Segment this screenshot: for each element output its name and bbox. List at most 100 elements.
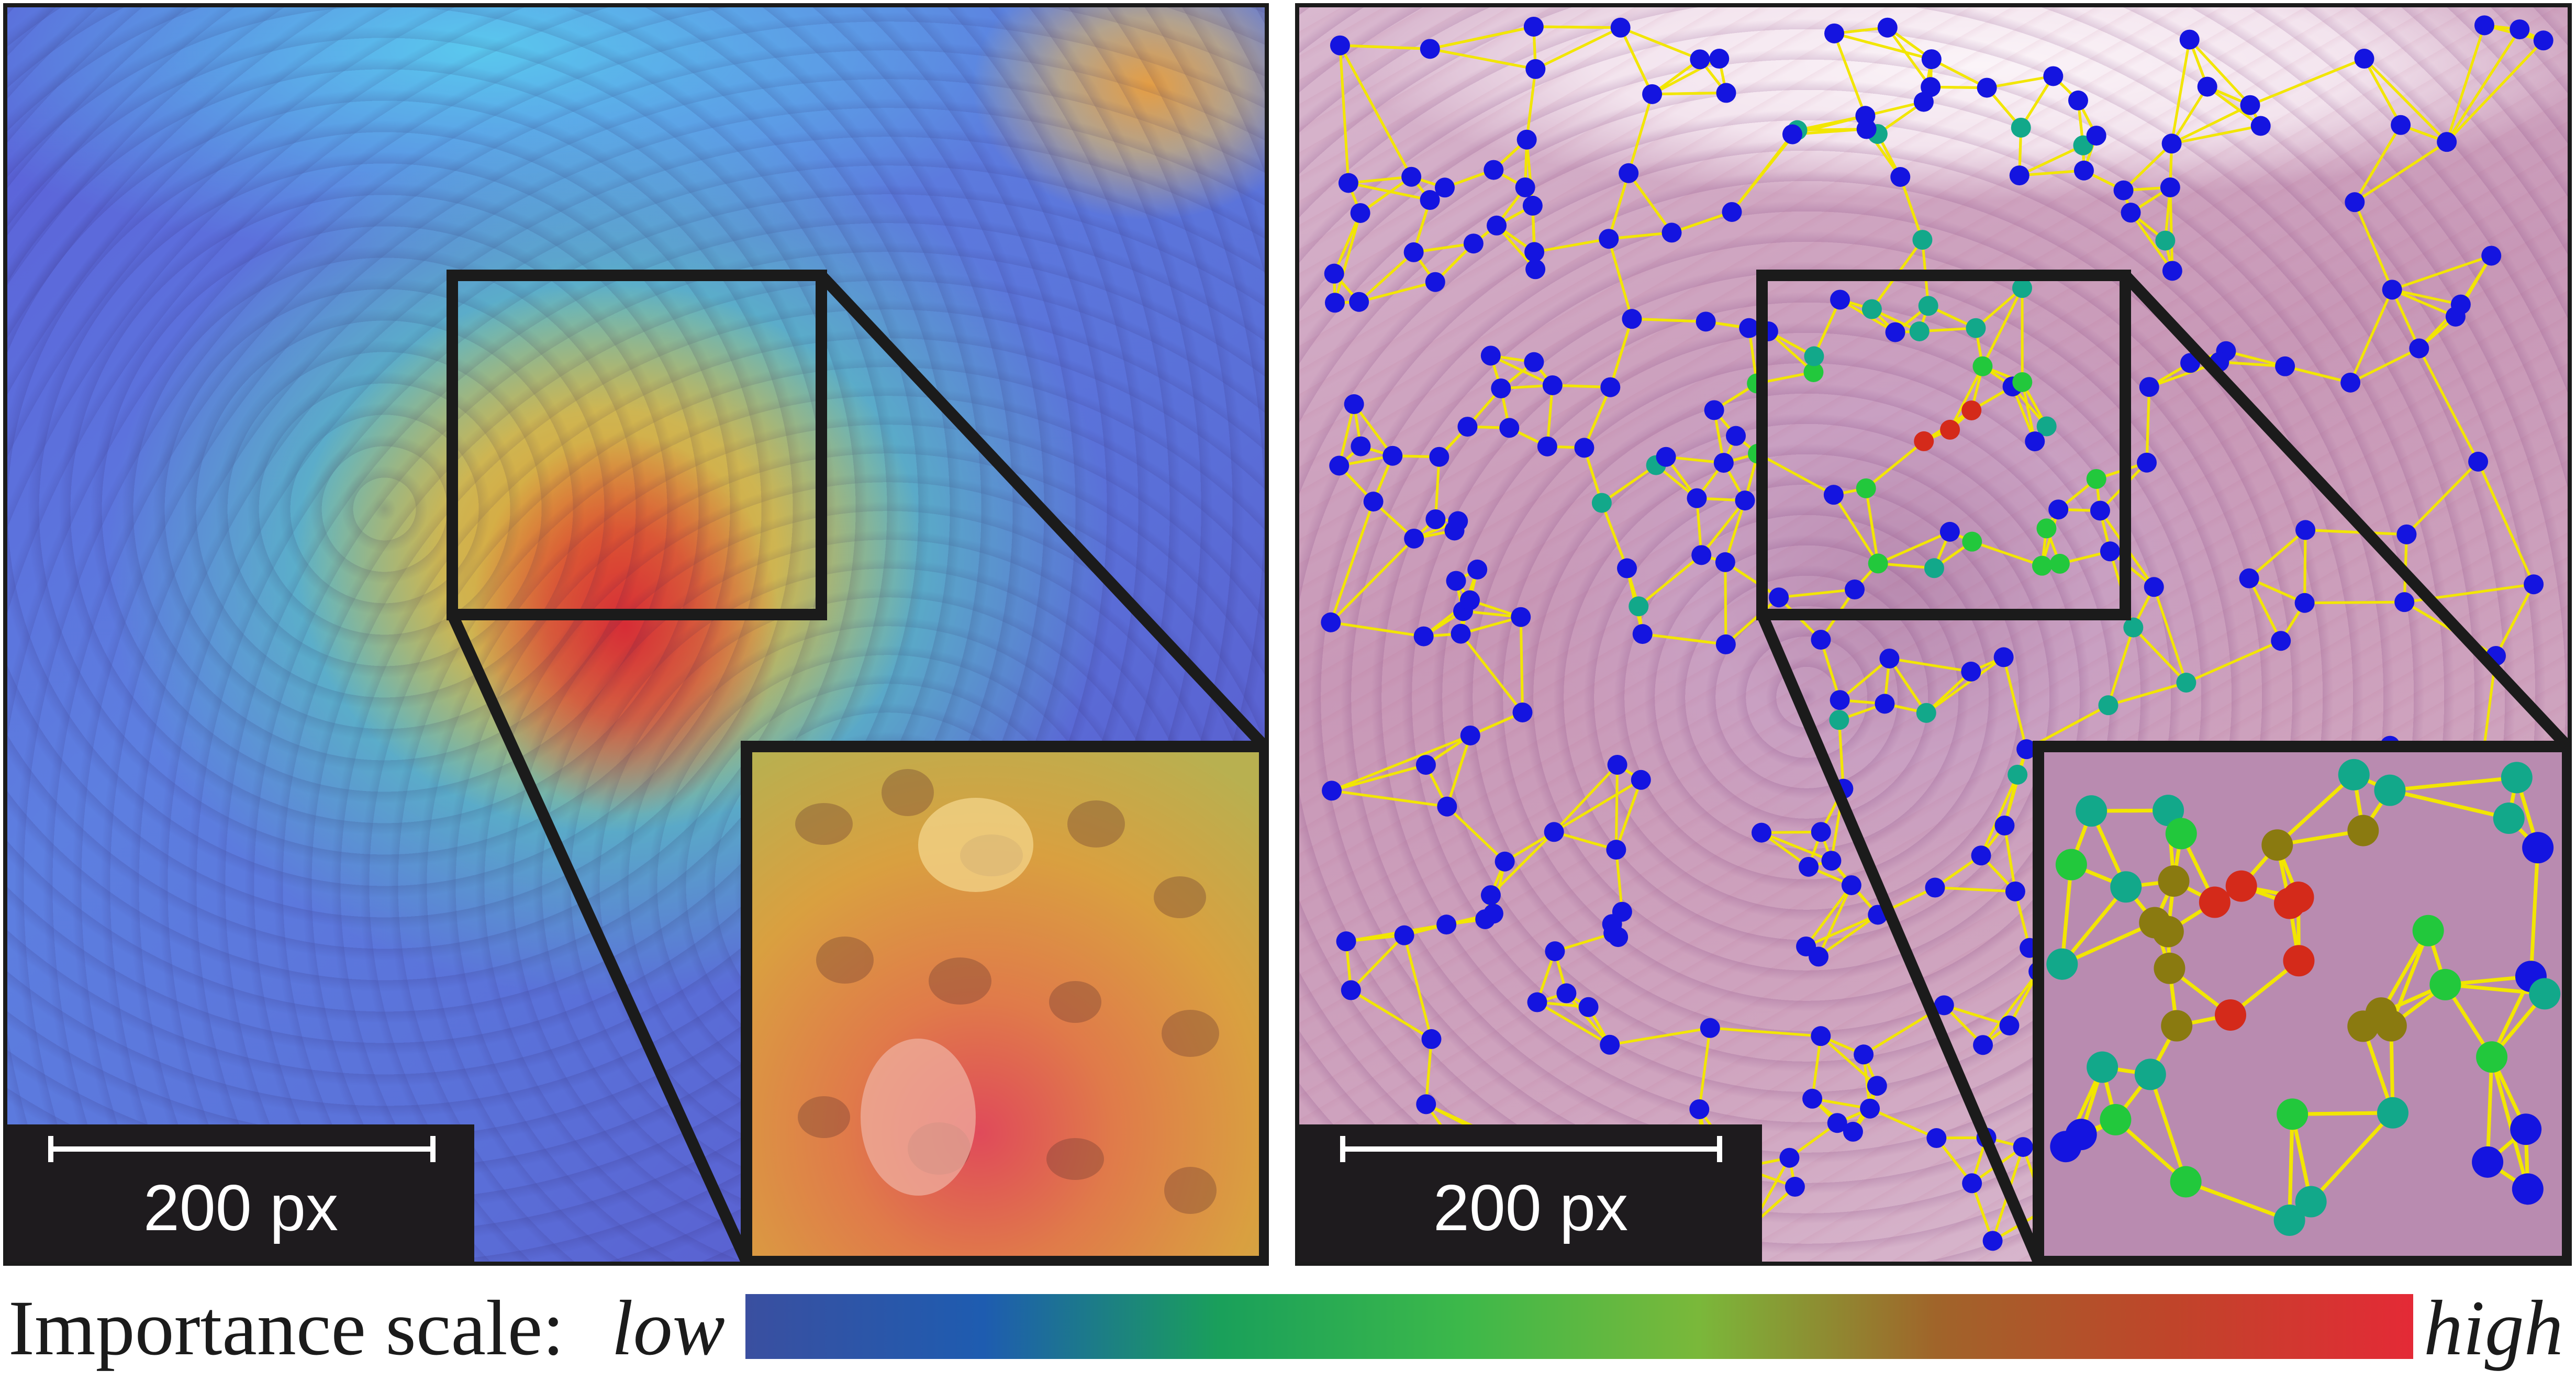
graph-node bbox=[2250, 116, 2271, 136]
graph-node bbox=[1824, 23, 1845, 43]
graph-node bbox=[1769, 587, 1789, 608]
graph-node bbox=[1544, 822, 1564, 842]
graph-node bbox=[1803, 362, 1824, 382]
graph-node bbox=[1700, 1018, 1720, 1038]
graph-edge bbox=[1817, 913, 1879, 958]
graph-node bbox=[1537, 436, 1557, 456]
graph-node bbox=[1446, 571, 1466, 591]
graph-edge bbox=[1565, 992, 1611, 1046]
graph-node bbox=[1924, 558, 1944, 578]
graph-edge bbox=[1614, 849, 1624, 912]
graph-node bbox=[2087, 1051, 2118, 1083]
graph-node bbox=[2472, 1146, 2504, 1178]
graph-node bbox=[2338, 759, 2370, 790]
graph-edge bbox=[1614, 764, 1619, 850]
graph-node bbox=[1463, 233, 1484, 254]
graph-edge bbox=[1348, 175, 1412, 184]
graph-edge bbox=[1330, 538, 1415, 623]
graph-node bbox=[2090, 500, 2110, 521]
graph-node bbox=[1523, 16, 1544, 37]
graph-node bbox=[2345, 192, 2365, 213]
graph-edge bbox=[2418, 348, 2480, 463]
graph-edge bbox=[2060, 864, 2073, 965]
graph-node bbox=[2158, 865, 2190, 897]
graph-node bbox=[1687, 488, 1707, 508]
graph-node bbox=[2043, 66, 2064, 86]
graph-node bbox=[1856, 119, 1877, 139]
graph-edge bbox=[1805, 884, 1853, 948]
graph-node bbox=[1709, 49, 1730, 69]
graph-edge bbox=[2002, 656, 2028, 750]
graph-edge bbox=[1353, 403, 1394, 457]
graph-node bbox=[2012, 372, 2033, 392]
graph-edge bbox=[2354, 202, 2393, 291]
graph-node bbox=[1527, 992, 1547, 1012]
graph-edge bbox=[2122, 142, 2173, 192]
graph-edge bbox=[2310, 1111, 2394, 1203]
graph-node bbox=[1444, 520, 1465, 541]
graph-node bbox=[1977, 77, 1997, 98]
graph-node bbox=[1940, 419, 1960, 440]
graph-node bbox=[2055, 849, 2087, 881]
graph-edge bbox=[2477, 461, 2535, 585]
graph-node bbox=[2294, 593, 2315, 613]
graph-node bbox=[2179, 29, 2200, 50]
graph-node bbox=[1467, 559, 1488, 579]
graph-node bbox=[1480, 346, 1501, 366]
graph-edge bbox=[2446, 39, 2545, 143]
graph-node bbox=[1617, 558, 1637, 578]
graph-node bbox=[1622, 309, 1642, 329]
graph-edge bbox=[1609, 1027, 1711, 1046]
graph-node bbox=[2165, 818, 2197, 850]
graph-edge bbox=[1987, 74, 2054, 90]
graph-node bbox=[1966, 318, 1986, 338]
graph-node bbox=[2493, 803, 2525, 834]
graph-node bbox=[1861, 299, 1882, 319]
graph-node bbox=[1457, 417, 1478, 437]
graph-edge bbox=[1329, 501, 1375, 623]
graph-node bbox=[2524, 574, 2544, 595]
graph-node bbox=[2100, 1104, 2132, 1135]
scale-bar: 200 px bbox=[1299, 1124, 1762, 1262]
graph-edge bbox=[2248, 529, 2306, 579]
graph-node bbox=[1704, 400, 1724, 420]
graph-edge bbox=[1535, 26, 1621, 71]
graph-edge bbox=[1971, 540, 2043, 567]
graph-edge bbox=[1805, 913, 1879, 948]
graph-edge bbox=[1331, 789, 1447, 808]
graph-node bbox=[1425, 509, 1446, 529]
graph-node bbox=[1324, 293, 1345, 313]
graph-node bbox=[2474, 15, 2494, 36]
graph-node bbox=[2533, 30, 2553, 51]
graph-edge bbox=[1525, 69, 1537, 140]
graph-node bbox=[1999, 1016, 2020, 1036]
graph-edge bbox=[2060, 885, 2127, 965]
graph-node bbox=[2176, 672, 2196, 693]
graph-edge bbox=[2249, 57, 2365, 107]
graph-edge bbox=[1359, 175, 1412, 214]
graph-node bbox=[1811, 822, 1831, 842]
graph-node bbox=[1363, 492, 1384, 512]
graph-edge bbox=[1627, 94, 1654, 174]
graph-node bbox=[1913, 92, 1934, 112]
graph-edge bbox=[2248, 577, 2282, 642]
graph-node bbox=[1961, 400, 1982, 420]
graph-edge bbox=[2170, 39, 2191, 144]
graph-edge bbox=[1546, 385, 1554, 447]
graph-edge bbox=[1980, 774, 2019, 856]
roi-box bbox=[447, 270, 827, 620]
graph-node bbox=[1973, 1035, 1993, 1055]
graph-node bbox=[2134, 1058, 2166, 1090]
graph-edge bbox=[1607, 238, 1633, 319]
graph-node bbox=[1329, 455, 1350, 476]
graph-node bbox=[2295, 520, 2316, 540]
graph-node bbox=[1914, 431, 1934, 451]
graph-edge bbox=[1445, 735, 1472, 807]
graph-edge bbox=[1519, 617, 1524, 712]
graph-node bbox=[2154, 952, 2185, 984]
graph-node bbox=[2394, 592, 2415, 612]
graph-node bbox=[1782, 124, 1802, 144]
graph-node bbox=[1421, 1029, 1442, 1049]
graph-edge bbox=[1609, 231, 1672, 240]
graph-node bbox=[1715, 552, 1735, 572]
